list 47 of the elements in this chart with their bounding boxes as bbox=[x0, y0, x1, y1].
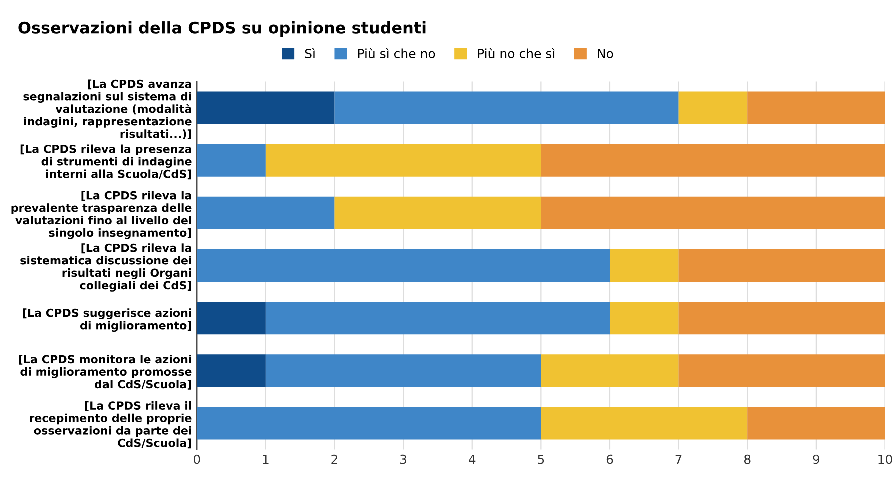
bar bbox=[678, 92, 748, 124]
bar bbox=[541, 196, 886, 230]
x-tick-label: 5 bbox=[538, 454, 544, 464]
x-tick-label: 3 bbox=[400, 454, 407, 464]
bar bbox=[541, 354, 679, 388]
bar bbox=[610, 302, 679, 335]
bar bbox=[197, 354, 266, 388]
y-tick-label: [La CPDS rileva la sistematica discussione dei risultati negli Organi collegiali dei CdS] bbox=[20, 244, 192, 292]
x-tick-label: 8 bbox=[744, 454, 751, 464]
legend-label: Più sì che no bbox=[358, 48, 436, 58]
x-tick-label: 10 bbox=[878, 454, 892, 464]
legend-label: Più no che sì bbox=[478, 48, 555, 58]
y-tick-label: [La CPDS suggerisce azioni di miglioramento] bbox=[23, 308, 192, 332]
y-tick-label: [La CPDS rileva la prevalente trasparenza delle valutazioni fino al livello del singolo insegnamento] bbox=[12, 191, 192, 240]
y-tick-label: [La CPDS rileva il recepimento delle proprie osservazioni da parte dei CdS/Scuola] bbox=[30, 401, 192, 449]
y-tick-label: [La CPDS monitora le azioni di miglioramento promosse dal CdS/Scuola] bbox=[19, 355, 192, 390]
bar bbox=[541, 407, 748, 440]
bar bbox=[266, 144, 542, 177]
bar bbox=[197, 144, 266, 177]
bar bbox=[266, 354, 542, 388]
bar bbox=[197, 249, 610, 282]
legend-label: Sì bbox=[305, 48, 316, 58]
x-tick-label: 4 bbox=[469, 454, 476, 464]
x-tick-label: 0 bbox=[194, 454, 200, 464]
y-tick-label: [La CPDS avanza segnalazioni sul sistema di valutazione (modalità indagini, rappresentazione risultati...)] bbox=[24, 80, 192, 140]
bar bbox=[266, 302, 610, 335]
bar bbox=[541, 144, 886, 177]
bar bbox=[197, 196, 335, 230]
bar bbox=[334, 196, 542, 230]
bar bbox=[678, 302, 886, 335]
bar bbox=[334, 92, 679, 124]
bar bbox=[678, 249, 886, 282]
bar bbox=[678, 354, 886, 388]
bar bbox=[197, 92, 335, 124]
legend-label: No bbox=[598, 49, 614, 58]
bar bbox=[748, 92, 886, 124]
x-tick-label: 9 bbox=[813, 454, 820, 464]
x-tick-label: 1 bbox=[263, 454, 269, 464]
bar bbox=[197, 302, 266, 335]
bar bbox=[610, 249, 679, 282]
x-tick-label: 7 bbox=[676, 454, 682, 464]
y-tick-label: [La CPDS rileva la presenza di strumenti di indagine interni alla Scuola/CdS] bbox=[20, 144, 192, 180]
chart-title: Osservazioni della CPDS su opinione studenti bbox=[18, 22, 426, 37]
x-tick-label: 2 bbox=[332, 454, 338, 464]
bar bbox=[197, 407, 542, 440]
x-tick-label: 6 bbox=[606, 454, 614, 464]
bar bbox=[748, 407, 886, 440]
